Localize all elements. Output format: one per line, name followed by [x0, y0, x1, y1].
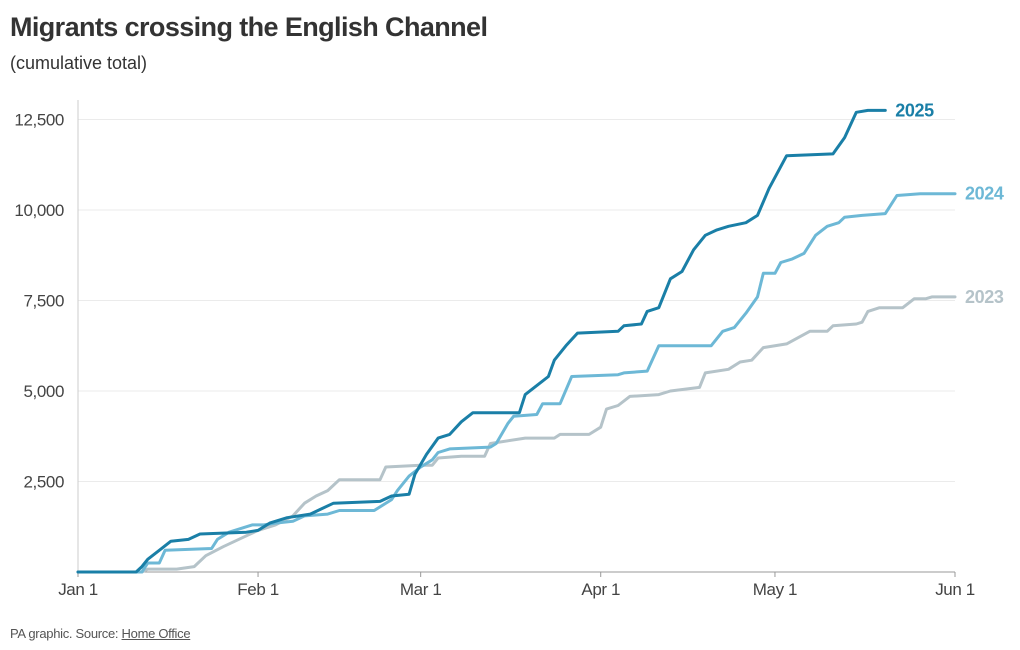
chart-title: Migrants crossing the English Channel	[10, 12, 488, 42]
x-axis-tick-labels: Jan 1 Feb 1 Mar 1 Apr 1 May 1 Jun 1	[58, 572, 975, 599]
y-tick-label: 12,500	[14, 111, 64, 130]
y-tick-label: 2,500	[23, 473, 64, 492]
x-tick-label: Apr 1	[581, 580, 620, 599]
series-label-2024: 2024	[965, 184, 1004, 204]
x-tick-label: Feb 1	[237, 580, 278, 599]
source-link[interactable]: Home Office	[121, 626, 191, 641]
series-label-2023: 2023	[965, 287, 1004, 307]
x-tick-label: May 1	[753, 580, 797, 599]
y-tick-label: 7,500	[23, 292, 64, 311]
x-tick-label: Jan 1	[58, 580, 98, 599]
series-label-2025: 2025	[895, 100, 934, 120]
x-tick-label: Mar 1	[400, 580, 441, 599]
y-tick-label: 5,000	[23, 382, 64, 401]
chart-footer: PA graphic. Source: Home Office	[10, 626, 191, 641]
series-lines	[76, 108, 957, 574]
y-axis-tick-labels: 2,500 5,000 7,500 10,000 12,500	[14, 111, 64, 492]
gridlines	[78, 119, 955, 482]
footer-credit: PA graphic. Source:	[10, 626, 122, 641]
y-tick-label: 10,000	[14, 201, 64, 220]
series-line-2023	[76, 295, 957, 574]
series-line-2025	[76, 108, 887, 574]
line-chart: 2,500 5,000 7,500 10,000 12,500 Jan 1 Feb 1 Ma…	[14, 100, 1004, 599]
series-end-labels: 2023 2024 2025	[895, 100, 1004, 306]
series-line-2024	[76, 192, 957, 574]
x-tick-label: Jun 1	[935, 580, 975, 599]
chart-subtitle: (cumulative total)	[10, 53, 148, 73]
